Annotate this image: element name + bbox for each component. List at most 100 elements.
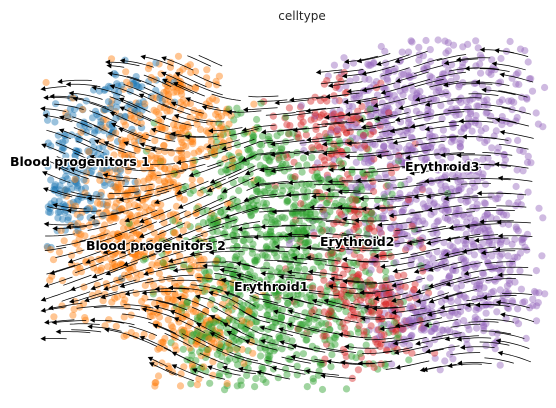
cell-point <box>358 283 366 291</box>
cell-point <box>455 186 463 194</box>
cell-point <box>483 211 491 219</box>
cell-point <box>283 335 291 343</box>
cell-point <box>188 175 196 184</box>
cell-point <box>285 236 293 244</box>
cell-point <box>144 175 152 183</box>
cell-point <box>250 150 258 158</box>
cell-point <box>367 266 375 274</box>
cell-point <box>368 309 376 317</box>
cell-point <box>141 281 149 289</box>
cell-point <box>167 322 175 330</box>
cell-point <box>417 326 425 334</box>
cell-point <box>349 115 357 123</box>
cell-point <box>507 97 516 105</box>
cell-point <box>208 324 216 332</box>
cell-point <box>479 240 487 248</box>
cell-point <box>160 141 168 149</box>
cell-point <box>162 248 170 256</box>
cell-point <box>206 300 214 309</box>
cell-point <box>264 311 272 319</box>
cell-point <box>59 176 67 184</box>
cell-point <box>353 277 361 285</box>
cell-point <box>488 56 496 64</box>
cell-point <box>159 259 167 267</box>
cell-point <box>448 307 456 315</box>
cell-point <box>417 309 425 317</box>
cell-point <box>142 131 150 140</box>
cell-point <box>519 167 527 175</box>
cell-point <box>76 213 84 221</box>
cell-point <box>174 184 182 192</box>
streamline-arrowhead <box>500 312 506 318</box>
cell-point <box>460 317 468 325</box>
cell-point <box>305 319 313 327</box>
cell-point <box>296 238 304 246</box>
cell-point <box>110 151 118 159</box>
cell-point <box>112 322 120 330</box>
cell-point <box>196 189 204 197</box>
cell-point <box>294 264 303 272</box>
cell-point <box>291 175 299 183</box>
cell-point <box>176 382 185 390</box>
cell-point <box>523 94 531 102</box>
cell-point <box>388 190 396 198</box>
cell-point <box>378 99 386 107</box>
streamline-arrowhead <box>253 234 259 240</box>
cell-point <box>418 184 426 192</box>
cell-point <box>513 253 522 261</box>
streamline-arrowhead <box>497 175 503 181</box>
cell-point <box>275 156 283 164</box>
cell-point <box>472 306 480 314</box>
streamline-arrowhead <box>105 59 111 65</box>
cell-point <box>386 182 394 190</box>
cell-point <box>425 187 433 195</box>
cell-point <box>409 87 417 95</box>
cell-point <box>500 151 508 159</box>
cell-point <box>147 182 155 190</box>
streamline-arrowhead <box>497 350 503 356</box>
cell-point <box>423 305 431 313</box>
cell-point <box>229 269 237 277</box>
scatter-points <box>42 36 549 394</box>
cell-point <box>382 300 390 308</box>
cell-point <box>397 299 405 307</box>
cell-point <box>449 41 458 49</box>
cell-point <box>217 122 226 130</box>
cell-point <box>424 143 432 151</box>
cell-point <box>473 102 481 110</box>
cell-point <box>134 178 142 186</box>
cell-point <box>426 274 434 282</box>
cell-point <box>381 309 389 317</box>
cell-point <box>331 334 339 342</box>
cell-point <box>317 176 325 184</box>
cell-point <box>247 211 255 219</box>
cell-point <box>415 43 423 52</box>
cell-point <box>314 142 322 150</box>
cell-point <box>384 188 392 196</box>
cell-point <box>505 279 514 288</box>
cell-point <box>212 257 220 265</box>
cell-point <box>262 154 270 162</box>
cell-point <box>512 202 520 210</box>
cell-point <box>209 221 217 229</box>
cell-point <box>181 162 189 171</box>
cell-point <box>238 308 246 316</box>
cell-point <box>441 357 449 365</box>
cell-point <box>84 162 92 170</box>
streamline-arrowhead <box>413 268 420 274</box>
cell-point <box>99 211 107 219</box>
cell-point <box>438 115 446 123</box>
cell-point <box>364 333 372 341</box>
cell-point <box>297 200 305 208</box>
cell-point <box>475 304 483 312</box>
cell-point <box>113 189 122 197</box>
cell-point <box>516 267 524 275</box>
cell-point <box>121 121 129 129</box>
streamline-arrowhead <box>444 336 450 342</box>
cell-point <box>294 228 302 236</box>
cell-point <box>327 129 335 137</box>
streamline <box>275 368 306 375</box>
streamline-arrowhead <box>499 129 505 135</box>
cell-point <box>331 178 339 186</box>
cell-point <box>161 165 169 173</box>
